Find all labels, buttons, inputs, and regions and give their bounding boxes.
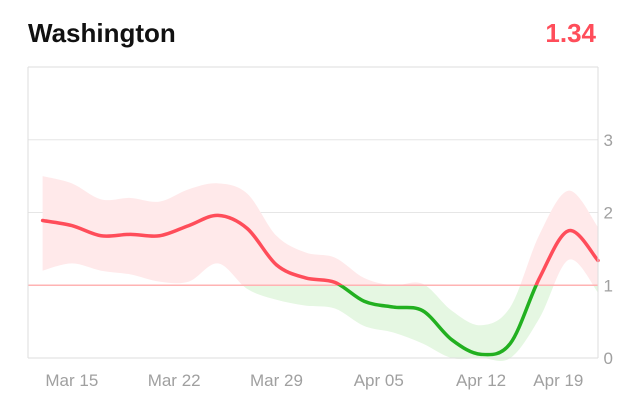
- page-title: Washington: [28, 18, 176, 48]
- line-below-threshold: [336, 285, 538, 357]
- rt-line: [40, 213, 600, 357]
- x-tick-label: Apr 05: [354, 371, 404, 390]
- y-axis-ticks: 0 1 2 3: [604, 131, 613, 368]
- band-above: [42, 176, 598, 286]
- band-below: [242, 285, 598, 361]
- line-above-threshold: [40, 213, 600, 286]
- confidence-band: [42, 176, 598, 361]
- y-tick-label: 1: [604, 276, 613, 295]
- x-tick-label: Apr 19: [533, 371, 583, 390]
- x-tick-label: Apr 12: [456, 371, 506, 390]
- x-tick-label: Mar 15: [45, 371, 98, 390]
- y-tick-label: 3: [604, 131, 613, 150]
- y-tick-label: 2: [604, 204, 613, 223]
- current-value: 1.34: [545, 18, 596, 48]
- x-tick-label: Mar 22: [148, 371, 201, 390]
- chart-frame: [27, 66, 599, 359]
- y-tick-label: 0: [604, 349, 613, 368]
- x-tick-label: Mar 29: [250, 371, 303, 390]
- x-axis-ticks: Mar 15 Mar 22 Mar 29 Apr 05 Apr 12 Apr 19: [45, 371, 583, 390]
